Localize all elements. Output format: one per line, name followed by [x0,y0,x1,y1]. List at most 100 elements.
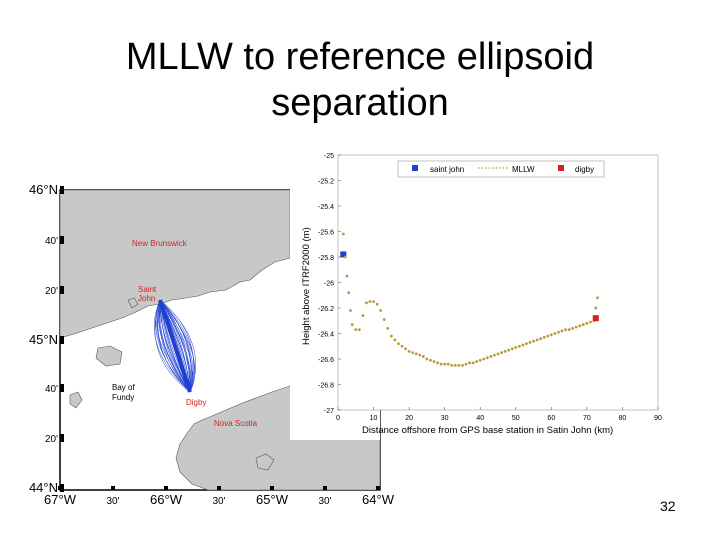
point-mllw [375,302,379,306]
longitude-label: 66°W [150,492,183,507]
longitude-label: 65°W [256,492,289,507]
point-mllw [425,357,429,361]
label-saint-john-1: Saint [138,285,157,294]
track-line [159,299,191,393]
point-mllw [535,338,539,342]
point-mllw [450,363,454,367]
land-new-brunswick [59,189,291,339]
point-mllw [589,320,592,324]
point-mllw [439,362,443,366]
point-mllw [397,342,400,346]
latitude-tick [60,186,64,194]
y-axis-label: Height above ITRF2000 (m) [301,227,312,345]
point-mllw [468,361,471,365]
point-mllw [345,274,349,278]
latitude-label: 20' [45,286,58,297]
track-line [159,299,191,393]
slide-title: MLLW to reference ellipsoid separation [60,34,660,126]
latitude-label: 45°N [29,332,58,347]
label-digby: Digby [186,398,206,407]
point-mllw [475,360,479,363]
chart-legend: saint john MLLW digby [397,160,605,178]
island [255,453,275,471]
point-saint-john [340,251,347,258]
longitude-label: 64°W [362,492,395,507]
island [95,345,123,367]
point-mllw [542,335,546,339]
legend-marker-saint-john [412,165,418,171]
point-mllw [421,355,425,358]
point-mllw [500,351,503,355]
point-mllw [571,327,575,330]
point-mllw [400,344,404,348]
latitude-label: 44°N [29,480,58,495]
track-bundle [158,299,192,393]
point-mllw [564,328,567,332]
latitude-tick [60,336,64,344]
point-mllw [341,232,345,236]
point-mllw [525,342,528,346]
point-mllw [343,255,347,259]
point-mllw [574,325,578,329]
point-mllw [349,309,352,312]
point-mllw [461,363,464,367]
y-tick-label: -27 [324,408,334,415]
x-tick-label: 80 [619,415,627,422]
point-mllw [560,329,564,333]
point-mllw [418,353,422,357]
x-tick-label: 90 [654,415,662,422]
point-mllw [386,327,390,330]
point-mllw [389,334,393,338]
ship-tracks [154,299,196,393]
point-mllw [528,341,532,344]
longitude-tick [58,486,62,490]
latitude-label: 46°N [29,182,58,197]
point-mllw [432,360,436,363]
point-mllw [404,347,407,351]
y-tick-label: -25.4 [318,204,334,211]
track-line [159,299,191,393]
x-tick-label: 60 [547,415,555,422]
legend-label-mllw: MLLW [512,165,535,174]
point-mllw [372,300,375,304]
legend-label-digby: digby [575,165,594,174]
data-marks [340,232,599,367]
point-mllw [446,362,450,366]
point-mllw [393,338,397,342]
x-tick-label: 70 [583,415,591,422]
x-tick-label: 0 [336,415,340,422]
point-mllw [503,349,507,353]
latitude-tick [60,384,64,392]
latitude-label: 40' [45,236,58,247]
longitude-tick [217,486,221,490]
island [69,391,83,409]
point-mllw [510,347,514,351]
longitude-tick [270,486,274,490]
y-tick-label: -26.2 [318,306,334,313]
point-mllw [379,309,383,312]
point-digby [592,315,599,322]
point-mllw [507,348,511,352]
point-mllw [429,358,432,362]
track-line [159,299,195,393]
point-mllw [517,344,521,348]
point-mllw [368,300,372,304]
point-mllw [382,318,386,321]
point-mllw [532,339,535,343]
point-mllw [443,362,447,366]
x-tick-label: 50 [512,415,520,422]
point-mllw [578,324,582,328]
point-mllw [457,363,461,367]
point-mllw [549,333,553,337]
x-tick-label: 30 [441,415,449,422]
longitude-label: 67°W [44,492,77,507]
title-line-2: separation [271,82,449,124]
title-line-1: MLLW to reference ellipsoid [125,36,595,78]
point-mllw [489,355,493,358]
point-mllw [357,328,361,332]
longitude-label: 30' [318,496,331,507]
point-mllw [539,337,543,340]
latitude-tick [60,434,64,442]
point-mllw [496,352,500,356]
page-number: 32 [660,498,676,514]
